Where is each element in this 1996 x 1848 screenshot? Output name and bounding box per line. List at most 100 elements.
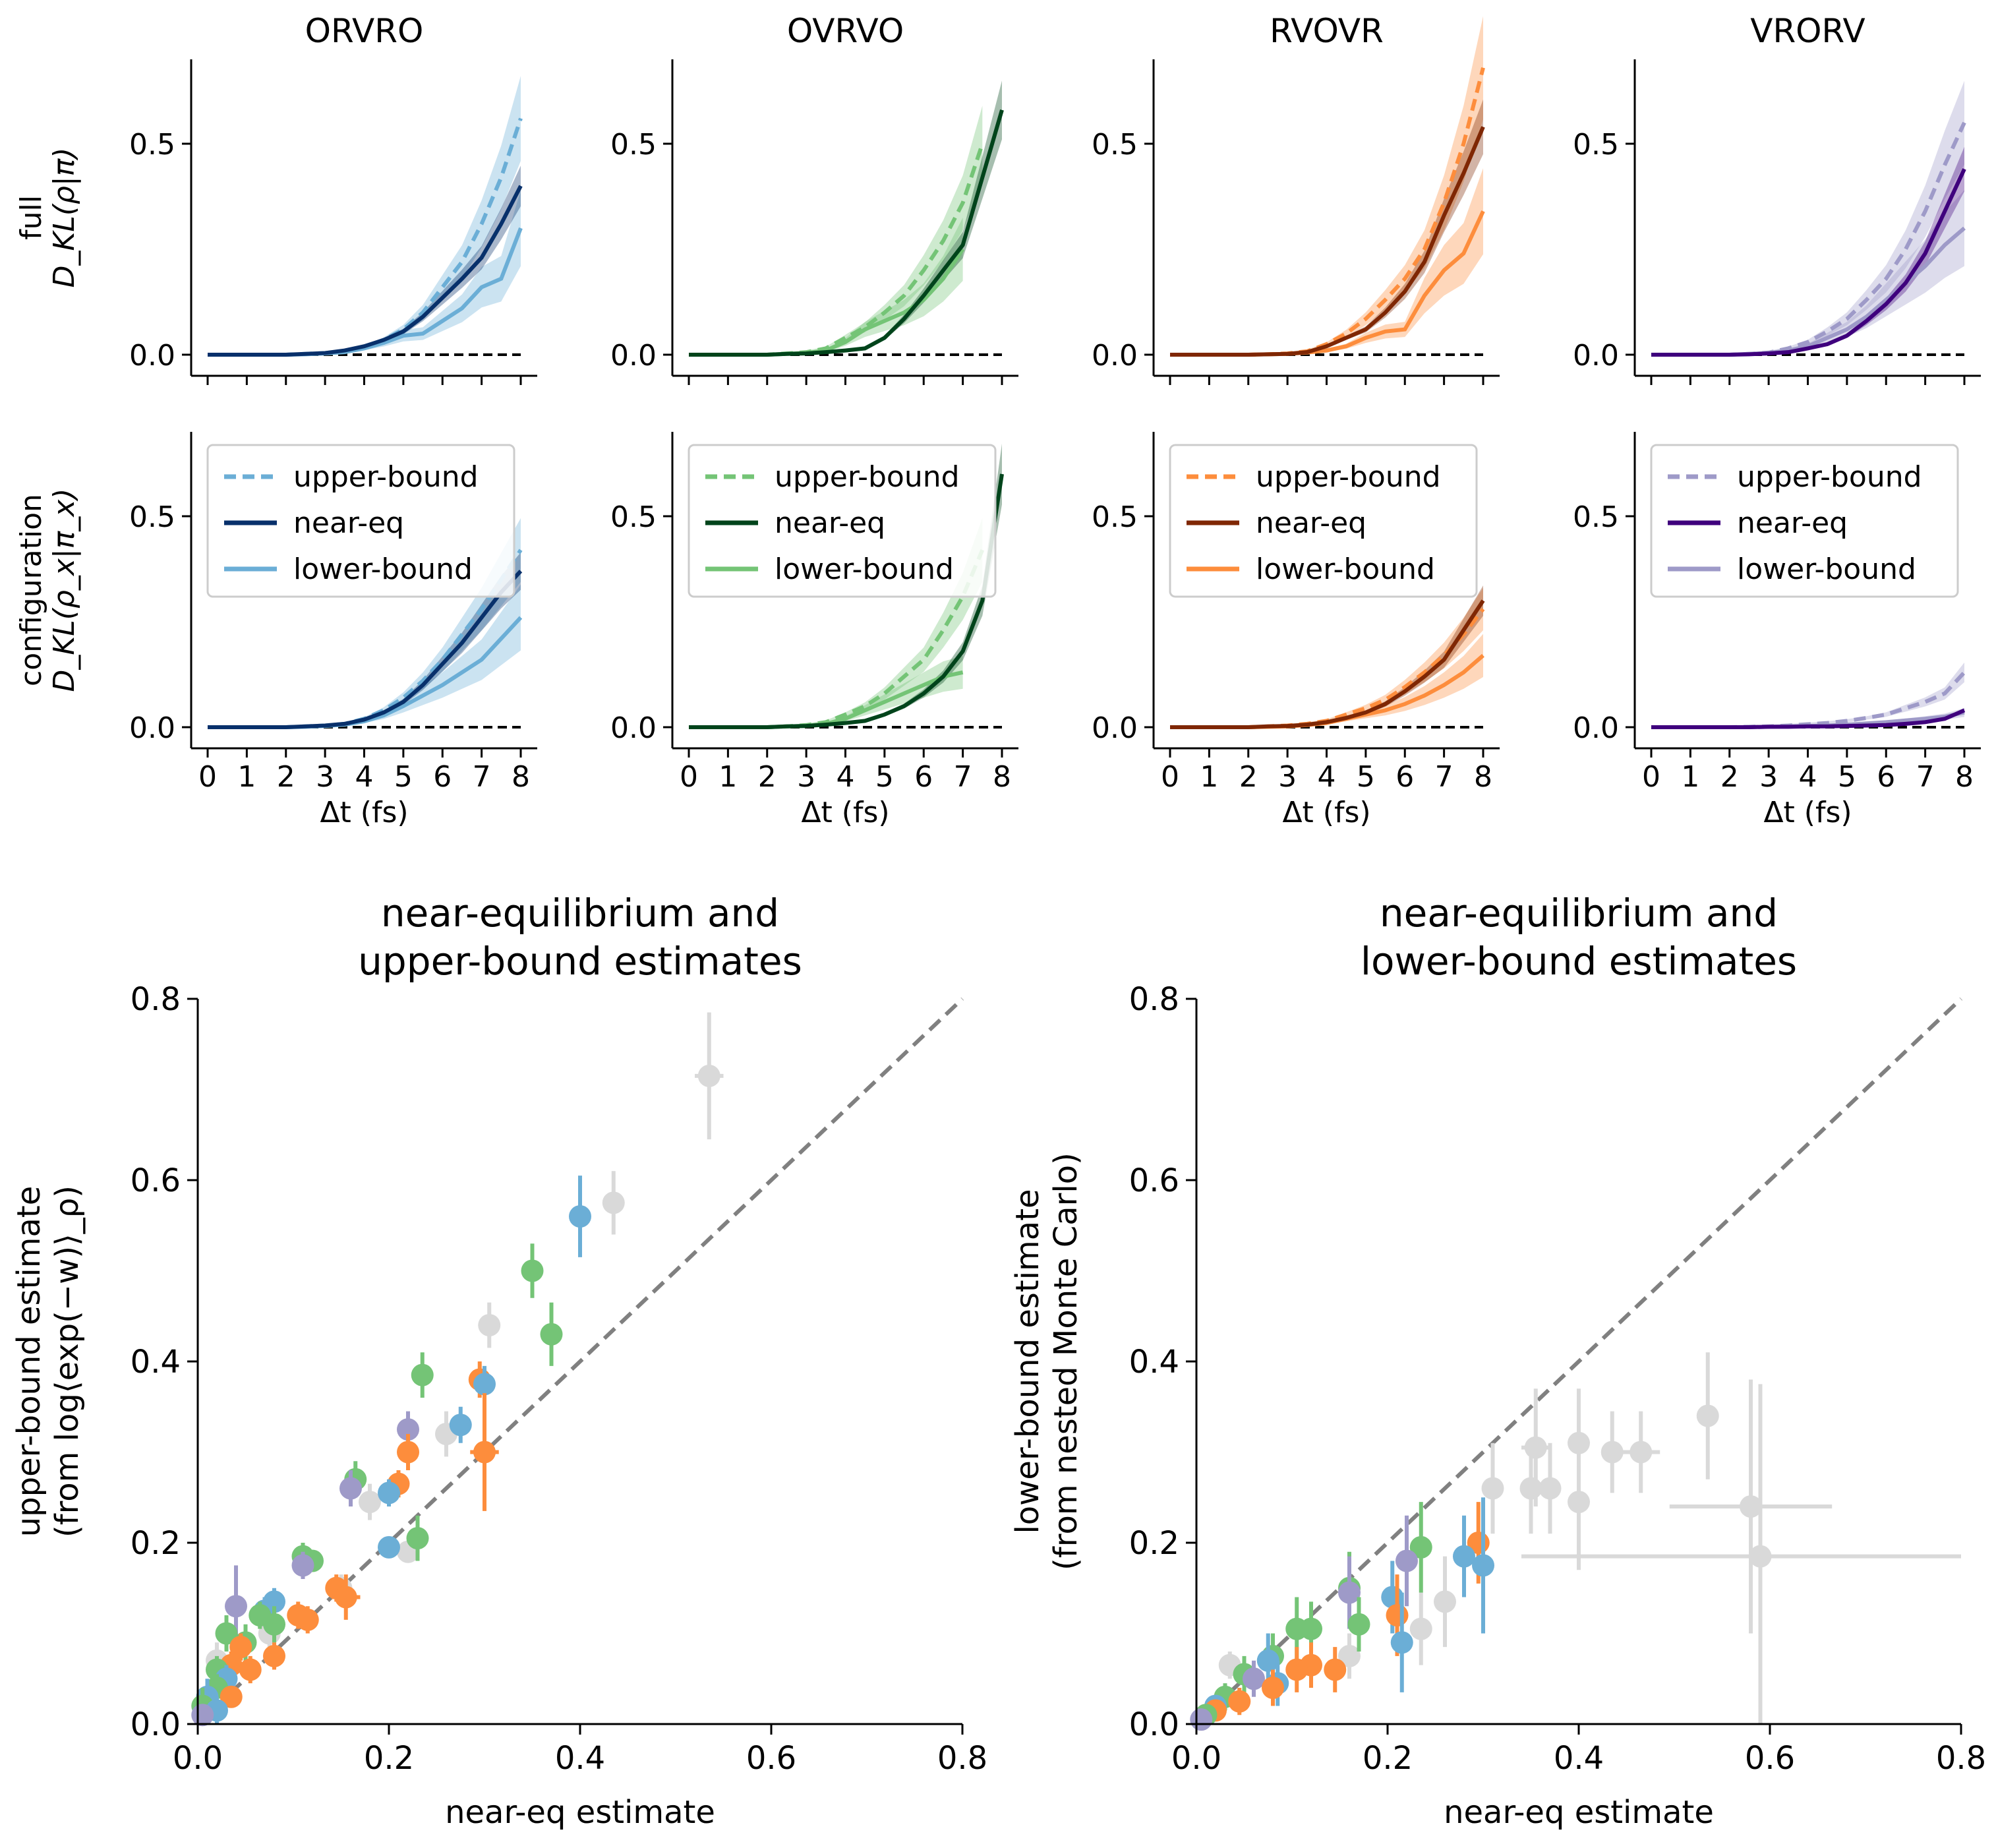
panel-ovrvo-row1: 0.0 0.5 0 1 2 3 4 5 6 7 8 Δt (fs) upper-bound near-eq… bbox=[610, 432, 1018, 829]
data-point-gray bbox=[602, 1171, 625, 1235]
identity-diagonal bbox=[1194, 997, 1963, 1726]
point-marker bbox=[263, 1644, 285, 1667]
point-marker bbox=[1395, 1549, 1418, 1572]
x-tick-label: 2 bbox=[277, 760, 295, 794]
point-marker bbox=[220, 1685, 243, 1708]
x-tick-label: 0 bbox=[680, 760, 698, 794]
point-marker bbox=[225, 1595, 247, 1618]
y-tick-label: 0.0 bbox=[1129, 1706, 1179, 1743]
x-tick-label: 0.6 bbox=[746, 1740, 796, 1777]
point-marker bbox=[191, 1704, 214, 1727]
data-point-blue bbox=[1453, 1515, 1475, 1597]
point-marker bbox=[1338, 1581, 1361, 1604]
x-tick-label: 0.2 bbox=[1363, 1740, 1413, 1777]
row-label-line2: D_KL(ρ_x|π_x) bbox=[47, 489, 81, 692]
point-marker bbox=[406, 1527, 429, 1550]
y-tick-label: 0.6 bbox=[131, 1162, 181, 1199]
x-tick-label: 1 bbox=[1681, 760, 1699, 794]
data-point-purple bbox=[291, 1551, 314, 1579]
point-marker bbox=[1243, 1667, 1265, 1690]
x-tick-label: 0.4 bbox=[1554, 1740, 1604, 1777]
point-marker bbox=[397, 1418, 419, 1441]
y-axis-label: lower-bound estimate (from nested Monte C… bbox=[1009, 1152, 1084, 1570]
point-marker bbox=[1519, 1477, 1542, 1500]
panel-rvovr-row0: 0.0 0.5 bbox=[1092, 16, 1500, 385]
row-label-configuration: configuration D_KL(ρ_x|π_x) bbox=[15, 489, 81, 692]
y-tick-label: 0.0 bbox=[610, 711, 657, 745]
data-point-gray bbox=[1481, 1443, 1504, 1534]
column-title-ovrvo: OVRVO bbox=[787, 12, 904, 50]
x-tick-label: 4 bbox=[355, 760, 374, 794]
data-point-orange bbox=[332, 1574, 361, 1620]
point-marker bbox=[1453, 1545, 1475, 1568]
x-tick-label: 7 bbox=[954, 760, 972, 794]
x-axis-label: Δt (fs) bbox=[1763, 796, 1852, 829]
point-marker bbox=[602, 1191, 625, 1214]
near-eq-line bbox=[1651, 708, 1966, 729]
legend-label: near-eq bbox=[775, 506, 885, 540]
y-tick-label: 0.0 bbox=[129, 339, 175, 373]
y-tick-label: 0.4 bbox=[1129, 1344, 1179, 1381]
x-tick-label: 0.0 bbox=[173, 1740, 223, 1777]
data-point-green bbox=[1409, 1502, 1432, 1593]
point-marker bbox=[1390, 1631, 1413, 1654]
data-point-gray bbox=[1434, 1556, 1456, 1648]
y-tick-label: 0.0 bbox=[129, 711, 175, 745]
point-marker bbox=[1434, 1590, 1456, 1613]
column-title-vrorv: VRORV bbox=[1750, 12, 1865, 50]
data-point-gray bbox=[1519, 1443, 1542, 1534]
identity-diagonal bbox=[196, 997, 964, 1726]
x-tick-label: 3 bbox=[1759, 760, 1778, 794]
x-tick-label: 4 bbox=[837, 760, 855, 794]
y-tick-label: 0.0 bbox=[1573, 711, 1619, 745]
point-marker bbox=[1629, 1441, 1653, 1464]
upper-bound-line bbox=[689, 143, 985, 357]
y-tick-label: 0.5 bbox=[129, 500, 175, 534]
point-marker bbox=[378, 1481, 400, 1505]
point-marker bbox=[378, 1535, 400, 1559]
data-point-orange bbox=[1228, 1688, 1251, 1715]
y-tick-label: 0.5 bbox=[1092, 500, 1138, 534]
row-label-line1: configuration bbox=[15, 494, 48, 686]
x-tick-label: 6 bbox=[433, 760, 452, 794]
data-point-orange bbox=[470, 1393, 499, 1511]
data-point-green bbox=[263, 1606, 285, 1643]
data-point-green bbox=[411, 1352, 434, 1398]
legend-box bbox=[1650, 444, 1959, 598]
data-point-green bbox=[1347, 1597, 1370, 1652]
x-axis-label: Δt (fs) bbox=[1282, 796, 1370, 829]
data-point-gray bbox=[478, 1302, 501, 1348]
data-point-orange bbox=[239, 1655, 262, 1684]
point-marker bbox=[1600, 1441, 1624, 1464]
y-tick-label: 0.0 bbox=[1573, 339, 1619, 373]
data-point-orange bbox=[220, 1685, 243, 1708]
x-tick-label: 8 bbox=[1955, 760, 1974, 794]
upper-bound-band bbox=[208, 76, 521, 357]
x-tick-label: 6 bbox=[1395, 760, 1414, 794]
point-marker bbox=[296, 1608, 319, 1631]
near-eq-line bbox=[208, 570, 523, 729]
upper-bound-band bbox=[1651, 662, 1964, 729]
column-title-orvro: ORVRO bbox=[305, 12, 424, 50]
legend: upper-bound near-eq lower-bound bbox=[206, 444, 515, 598]
point-marker bbox=[1190, 1708, 1213, 1731]
y-axis-label-line1: upper-bound estimate bbox=[11, 1186, 47, 1537]
x-tick-label: 3 bbox=[1278, 760, 1297, 794]
legend-label: upper-bound bbox=[1737, 460, 1922, 494]
x-tick-label: 0 bbox=[1642, 760, 1660, 794]
point-marker bbox=[1386, 1604, 1409, 1626]
x-tick-label: 4 bbox=[1318, 760, 1336, 794]
point-marker bbox=[1338, 1644, 1361, 1667]
point-marker bbox=[1409, 1535, 1432, 1559]
upper-bound-band bbox=[1170, 16, 1483, 357]
data-point-blue bbox=[1472, 1497, 1494, 1634]
x-axis-label: near-eq estimate bbox=[1444, 1794, 1714, 1831]
point-marker bbox=[1696, 1404, 1719, 1427]
x-axis-label: Δt (fs) bbox=[320, 796, 408, 829]
x-axis-label: near-eq estimate bbox=[445, 1794, 715, 1831]
point-marker bbox=[1524, 1436, 1547, 1459]
scatter-title-line2: lower-bound estimates bbox=[1361, 939, 1797, 984]
point-marker bbox=[473, 1373, 496, 1396]
y-tick-label: 0.0 bbox=[1092, 339, 1138, 373]
